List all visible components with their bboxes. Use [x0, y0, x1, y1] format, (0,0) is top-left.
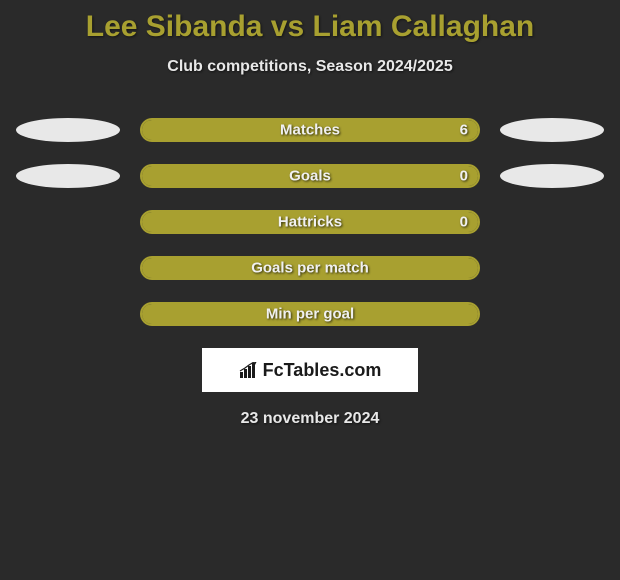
stat-row: Goals per match	[0, 256, 620, 280]
player-left-oval	[16, 164, 120, 188]
comparison-infographic: Lee Sibanda vs Liam Callaghan Club compe…	[0, 0, 620, 438]
stat-label: Matches	[280, 122, 340, 139]
player-left-oval	[16, 118, 120, 142]
stat-value: 6	[460, 122, 468, 139]
stats-block: Matches 6 Goals 0 Hattricks 0 Goals per match M…	[0, 118, 620, 326]
stat-bar: Min per goal	[140, 302, 480, 326]
stat-bar: Hattricks 0	[140, 210, 480, 234]
oval-spacer	[500, 302, 604, 326]
oval-spacer	[500, 210, 604, 234]
stat-bar: Goals per match	[140, 256, 480, 280]
oval-spacer	[16, 302, 120, 326]
date-label: 23 november 2024	[0, 410, 620, 428]
logo-box[interactable]: FcTables.com	[202, 348, 418, 392]
logo: FcTables.com	[239, 360, 382, 381]
oval-spacer	[16, 210, 120, 234]
stat-row: Min per goal	[0, 302, 620, 326]
stat-bar: Goals 0	[140, 164, 480, 188]
stat-value: 0	[460, 214, 468, 231]
stat-label: Goals	[289, 168, 331, 185]
stat-label: Hattricks	[278, 214, 342, 231]
oval-spacer	[16, 256, 120, 280]
stat-bar: Matches 6	[140, 118, 480, 142]
stat-row: Matches 6	[0, 118, 620, 142]
logo-text: FcTables.com	[263, 360, 382, 381]
stat-label: Goals per match	[251, 260, 369, 277]
oval-spacer	[500, 256, 604, 280]
player-right-oval	[500, 118, 604, 142]
stat-row: Hattricks 0	[0, 210, 620, 234]
stat-label: Min per goal	[266, 306, 354, 323]
bar-chart-icon	[239, 362, 259, 378]
page-title: Lee Sibanda vs Liam Callaghan	[0, 10, 620, 44]
stat-row: Goals 0	[0, 164, 620, 188]
player-right-oval	[500, 164, 604, 188]
subtitle: Club competitions, Season 2024/2025	[0, 58, 620, 76]
stat-value: 0	[460, 168, 468, 185]
